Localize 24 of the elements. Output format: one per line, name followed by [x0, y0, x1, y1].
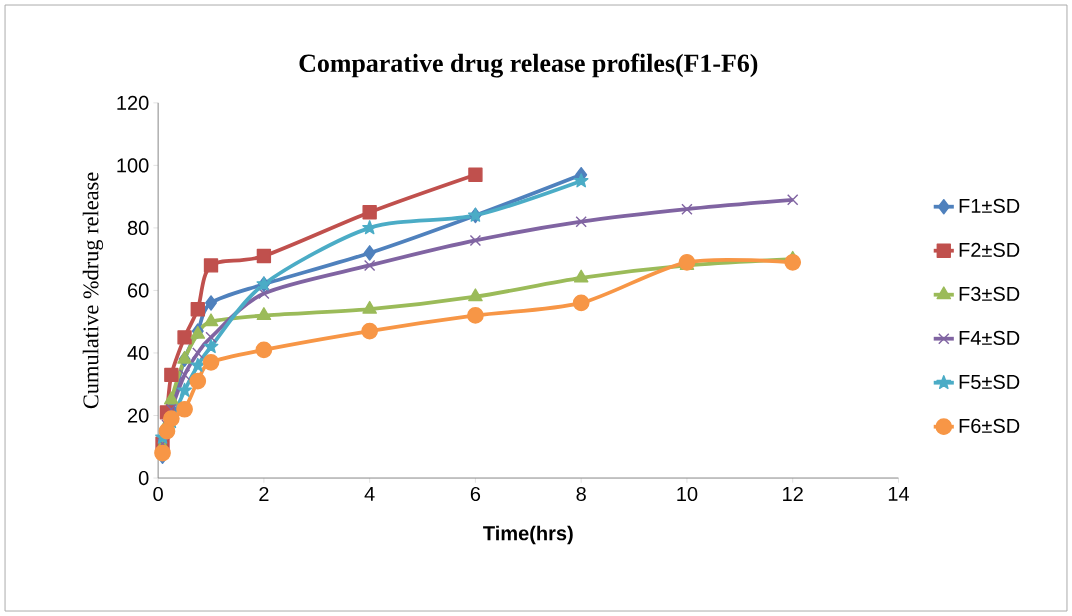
x-axis-title: Time(hrs)	[483, 525, 573, 545]
y-tick-label: 80	[127, 220, 149, 235]
y-axis-title: Cumulative %drug release	[82, 172, 104, 409]
legend-label: F3±SD	[959, 286, 1020, 301]
x-tick-label: 8	[576, 486, 586, 502]
chart-title: Comparative drug release profiles(F1-F6)	[299, 53, 758, 78]
y-tick-label: 40	[127, 345, 149, 361]
legend-label: F2±SD	[959, 242, 1020, 257]
y-tick-label: 120	[117, 95, 149, 110]
y-tick-label: 20	[128, 408, 149, 423]
x-tick-label: 2	[259, 486, 269, 501]
y-tick-label: 100	[117, 158, 149, 173]
y-tick-label: 60	[128, 283, 149, 298]
x-tick-label: 10	[677, 486, 698, 502]
x-tick-label: 12	[783, 486, 803, 501]
x-tick-label: 4	[364, 486, 375, 501]
x-tick-label: 0	[153, 486, 163, 502]
legend-label: F6±SD	[959, 418, 1020, 433]
legend-label: F4±SD	[959, 330, 1020, 345]
legend-label: F1±SD	[959, 198, 1020, 213]
x-tick-label: 6	[470, 486, 481, 502]
x-tick-label: 14	[888, 486, 910, 501]
y-tick-label: 0	[138, 470, 149, 486]
legend-label: F5±SD	[959, 374, 1020, 389]
